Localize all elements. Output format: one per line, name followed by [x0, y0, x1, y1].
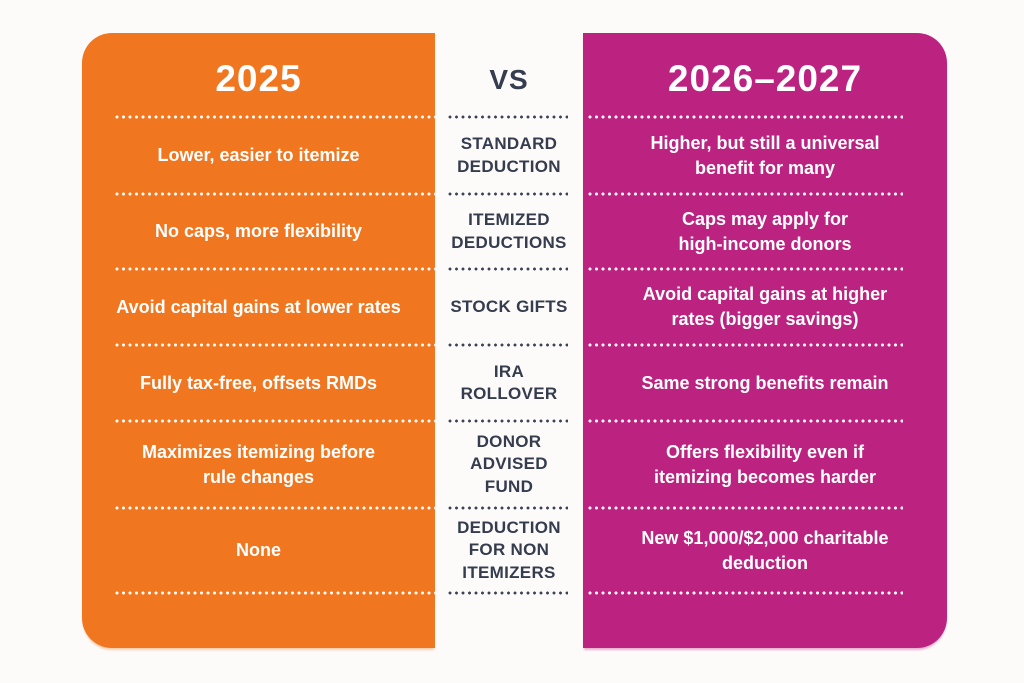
table-row: Caps may apply for high-income donors: [583, 194, 947, 271]
vs-header-row: VS: [435, 33, 583, 119]
category-deduction-non-itemizers: DEDUCTION FOR NON ITEMIZERS: [457, 517, 561, 582]
category-itemized-deductions: ITEMIZED DEDUCTIONS: [451, 210, 567, 252]
category-column: VS STANDARD DEDUCTION ITEMIZED DEDUCTION…: [435, 33, 583, 648]
table-row: New $1,000/$2,000 charitable deduction: [583, 508, 947, 595]
card-2026-2027-header-row: 2026–2027: [583, 33, 947, 119]
cell-2026-itemized-deductions: Caps may apply for high-income donors: [678, 208, 852, 254]
card-2026-2027: 2026–2027 Higher, but still a universal …: [583, 33, 947, 648]
cell-2026-ira-rollover: Same strong benefits remain: [641, 372, 889, 393]
cell-2025-standard-deduction: Lower, easier to itemize: [157, 145, 360, 166]
table-row: Maximizes itemizing before rule changes: [82, 421, 435, 510]
category-ira-rollover: IRA ROLLOVER: [460, 361, 558, 403]
table-row: Same strong benefits remain: [583, 345, 947, 423]
category-stock-gifts: STOCK GIFTS: [450, 296, 568, 316]
table-row: Lower, easier to itemize: [82, 117, 435, 196]
table-row: Avoid capital gains at higher rates (big…: [583, 269, 947, 347]
card-2025-title: 2025: [215, 58, 302, 99]
card-footer-space: [82, 593, 435, 648]
table-row: STANDARD DEDUCTION: [435, 117, 583, 196]
cell-2025-donor-advised-fund: Maximizes itemizing before rule changes: [141, 441, 376, 487]
vs-label: VS: [489, 64, 529, 95]
card-2025: 2025 Lower, easier to itemize No caps, m…: [82, 33, 435, 648]
table-row: Higher, but still a universal benefit fo…: [583, 117, 947, 196]
table-row: No caps, more flexibility: [82, 194, 435, 271]
cell-2025-stock-gifts: Avoid capital gains at lower rates: [116, 296, 401, 317]
table-row: IRA ROLLOVER: [435, 345, 583, 423]
cell-2026-deduction-non-itemizers: New $1,000/$2,000 charitable deduction: [641, 527, 889, 573]
cell-2026-standard-deduction: Higher, but still a universal benefit fo…: [650, 132, 880, 178]
category-donor-advised-fund: DONOR ADVISED FUND: [470, 431, 548, 496]
cell-2026-donor-advised-fund: Offers flexibility even if itemizing bec…: [653, 441, 877, 487]
card-2026-2027-title: 2026–2027: [667, 58, 863, 99]
table-row: Fully tax-free, offsets RMDs: [82, 345, 435, 423]
cell-2025-ira-rollover: Fully tax-free, offsets RMDs: [139, 372, 378, 393]
cell-2025-deduction-non-itemizers: None: [236, 540, 281, 561]
category-standard-deduction: STANDARD DEDUCTION: [457, 134, 561, 176]
table-row: DEDUCTION FOR NON ITEMIZERS: [435, 508, 583, 595]
table-row: STOCK GIFTS: [435, 269, 583, 347]
column-footer-space: [435, 593, 583, 648]
cell-2025-itemized-deductions: No caps, more flexibility: [154, 221, 363, 242]
card-2025-header-row: 2025: [82, 33, 435, 119]
card-footer-space: [583, 593, 947, 648]
table-row: Avoid capital gains at lower rates: [82, 269, 435, 347]
table-row: Offers flexibility even if itemizing bec…: [583, 421, 947, 510]
cell-2026-stock-gifts: Avoid capital gains at higher rates (big…: [642, 284, 888, 329]
table-row: ITEMIZED DEDUCTIONS: [435, 194, 583, 271]
table-row: None: [82, 508, 435, 595]
table-row: DONOR ADVISED FUND: [435, 421, 583, 510]
